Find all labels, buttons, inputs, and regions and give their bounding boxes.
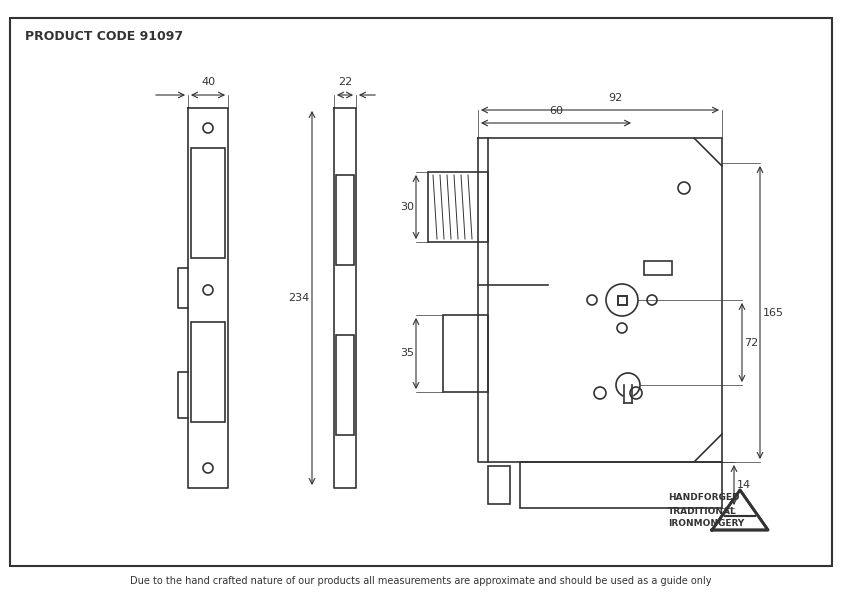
Text: 72: 72	[744, 337, 759, 347]
Bar	[617, 296, 626, 305]
Text: PRODUCT CODE 91097: PRODUCT CODE 91097	[25, 29, 183, 42]
Bar	[488, 466, 510, 504]
Bar	[617, 296, 626, 305]
Polygon shape	[624, 386, 632, 403]
Text: 35: 35	[400, 349, 414, 359]
Bar	[520, 462, 722, 508]
Text: 22: 22	[338, 77, 352, 87]
Bar	[191, 322, 225, 422]
Text: Due to the hand crafted nature of our products all measurements are approximate : Due to the hand crafted nature of our pr…	[131, 576, 711, 586]
Bar	[336, 175, 354, 265]
Text: 14: 14	[737, 480, 751, 490]
Bar	[443, 315, 488, 392]
Polygon shape	[716, 486, 764, 532]
Text: 40: 40	[201, 77, 215, 87]
Text: 165: 165	[763, 308, 784, 318]
Text: 30: 30	[400, 202, 414, 212]
Text: HANDFORGED: HANDFORGED	[668, 493, 739, 502]
Text: 92: 92	[608, 93, 622, 103]
Text: 234: 234	[288, 293, 309, 303]
Text: IRONMONGERY: IRONMONGERY	[668, 520, 744, 529]
Text: TRADITIONAL: TRADITIONAL	[668, 507, 737, 516]
Bar	[191, 148, 225, 258]
Text: 60: 60	[549, 106, 563, 116]
Bar	[644, 261, 672, 275]
Bar	[336, 335, 354, 435]
Bar	[428, 172, 488, 242]
